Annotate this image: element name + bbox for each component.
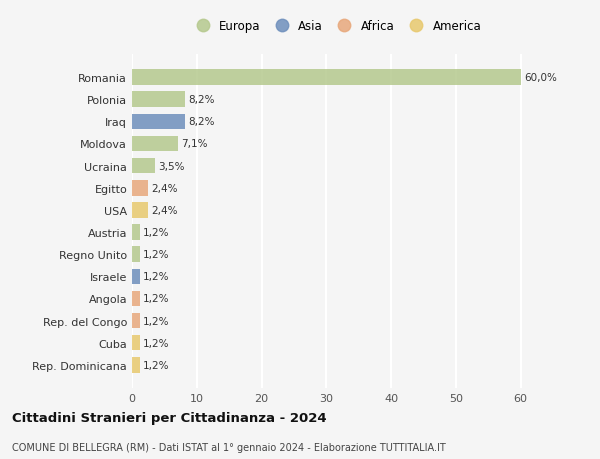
Text: COMUNE DI BELLEGRA (RM) - Dati ISTAT al 1° gennaio 2024 - Elaborazione TUTTITALI: COMUNE DI BELLEGRA (RM) - Dati ISTAT al … [12,442,446,452]
Bar [132,225,140,240]
Text: 7,1%: 7,1% [181,139,208,149]
Text: 1,2%: 1,2% [143,272,170,282]
Text: 8,2%: 8,2% [188,117,215,127]
Bar [132,291,140,307]
Bar [132,180,148,196]
Text: 3,5%: 3,5% [158,161,184,171]
Bar [132,92,185,108]
Text: 1,2%: 1,2% [143,316,170,326]
Text: 1,2%: 1,2% [143,250,170,260]
Bar [132,158,155,174]
Text: 60,0%: 60,0% [524,73,557,83]
Text: 2,4%: 2,4% [151,206,177,215]
Bar [132,269,140,285]
Text: 1,2%: 1,2% [143,294,170,304]
Text: 1,2%: 1,2% [143,338,170,348]
Bar [132,70,521,86]
Bar [132,136,178,152]
Text: 8,2%: 8,2% [188,95,215,105]
Text: 1,2%: 1,2% [143,228,170,237]
Text: Cittadini Stranieri per Cittadinanza - 2024: Cittadini Stranieri per Cittadinanza - 2… [12,412,326,425]
Bar [132,357,140,373]
Text: 2,4%: 2,4% [151,183,177,193]
Bar [132,203,148,218]
Legend: Europa, Asia, Africa, America: Europa, Asia, Africa, America [188,18,484,35]
Bar [132,114,185,130]
Bar [132,335,140,351]
Text: 1,2%: 1,2% [143,360,170,370]
Bar [132,247,140,263]
Bar [132,313,140,329]
